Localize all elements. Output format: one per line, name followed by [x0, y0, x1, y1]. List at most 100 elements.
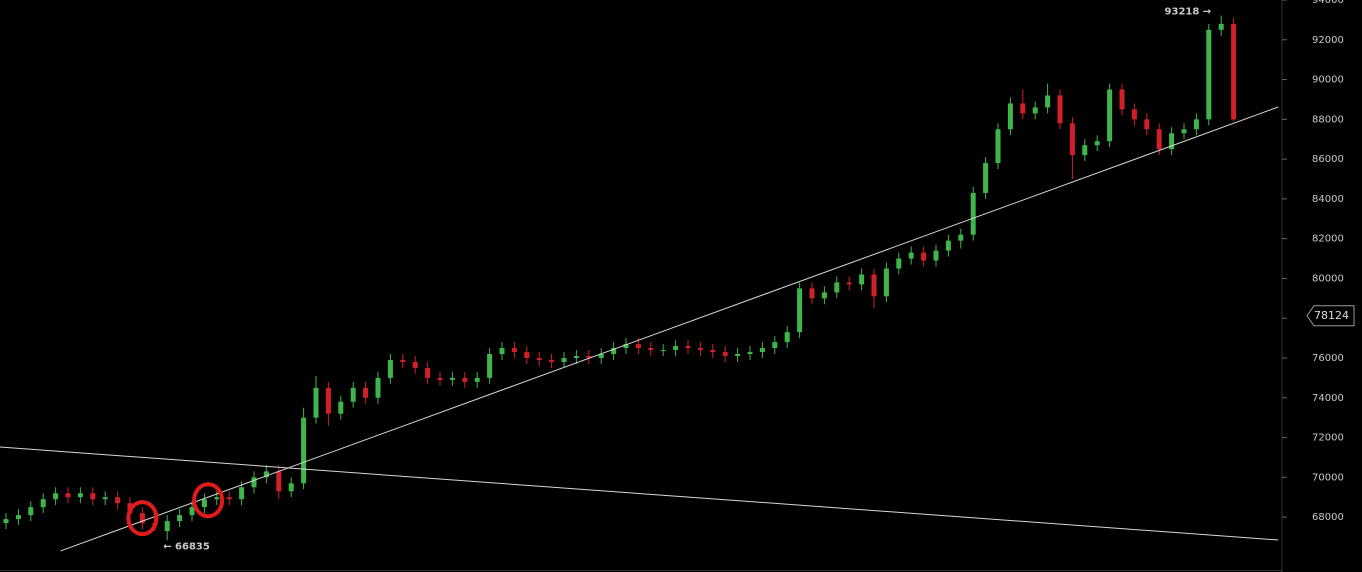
- y-tick-label: 84000: [1312, 194, 1344, 205]
- highlight-circle: [192, 482, 225, 519]
- candle-body: [834, 282, 840, 293]
- y-tick-label: 92000: [1312, 35, 1344, 46]
- candle-body: [859, 274, 865, 285]
- y-tick-label: 68000: [1312, 512, 1344, 523]
- candle-body: [263, 471, 269, 478]
- candle-body: [15, 515, 21, 520]
- candle-body: [412, 361, 418, 368]
- candle-body: [1218, 23, 1224, 30]
- candle-body: [375, 377, 381, 398]
- candle-body: [449, 377, 455, 380]
- candle-body: [511, 348, 517, 353]
- candle-body: [102, 497, 108, 500]
- candle-body: [77, 493, 83, 498]
- candle-body: [970, 192, 976, 235]
- candle-body: [1045, 95, 1051, 108]
- y-tick-label: 94000: [1312, 0, 1344, 6]
- candle-body: [301, 417, 307, 484]
- candle-body: [276, 471, 282, 492]
- y-tick-label: 70000: [1312, 472, 1344, 483]
- candle-body: [90, 493, 96, 500]
- candle-body: [635, 344, 641, 349]
- y-tick-label: 82000: [1312, 234, 1344, 245]
- candle-body: [921, 252, 927, 261]
- candle-body: [660, 350, 666, 352]
- candle-body: [189, 507, 195, 516]
- candle-body: [524, 352, 530, 358]
- candle-body: [1119, 89, 1125, 110]
- candle-body: [759, 348, 765, 353]
- candle-body: [1069, 123, 1075, 156]
- candle-body: [797, 288, 803, 333]
- candle-body: [846, 282, 852, 285]
- candle-body: [65, 493, 71, 498]
- candle-body: [226, 497, 232, 500]
- candle-body: [425, 367, 431, 378]
- candle-body: [908, 252, 914, 259]
- candle-body: [1032, 107, 1038, 114]
- candle-body: [945, 240, 951, 251]
- candle-body: [1007, 103, 1013, 130]
- candle-body: [623, 344, 629, 349]
- candle-body: [251, 477, 257, 488]
- candle-body: [1156, 129, 1162, 150]
- candle-body: [487, 354, 493, 378]
- candle-body: [350, 387, 356, 402]
- candle-body: [598, 354, 604, 358]
- candle-body: [1107, 89, 1113, 142]
- y-tick-label: 72000: [1312, 433, 1344, 444]
- candle-body: [437, 377, 443, 380]
- highlight-circle: [126, 500, 159, 537]
- candle-body: [536, 357, 542, 360]
- candle-body: [1231, 23, 1237, 120]
- candle-body: [995, 129, 1001, 164]
- candle-body: [400, 359, 406, 362]
- candle-body: [1206, 29, 1212, 120]
- candle-body: [871, 274, 877, 297]
- candle-body: [1094, 141, 1100, 146]
- y-tick-label: 80000: [1312, 273, 1344, 284]
- candle-body: [474, 377, 480, 382]
- candle-body: [1181, 129, 1187, 134]
- candle-body: [239, 487, 245, 500]
- candle-body: [313, 387, 319, 418]
- candle-body: [3, 519, 9, 524]
- annotation: ← 66835: [163, 541, 210, 552]
- candle-body: [747, 352, 753, 355]
- trend-line: [0, 446, 1279, 541]
- candle-body: [499, 348, 505, 355]
- candle-body: [573, 356, 579, 358]
- candle-body: [28, 507, 34, 516]
- candle-body: [648, 348, 654, 351]
- candle-body: [1169, 133, 1175, 150]
- price-label-box: [1306, 305, 1355, 327]
- candle-body: [115, 497, 121, 504]
- candle-body: [1082, 145, 1088, 156]
- candle-body: [139, 513, 145, 524]
- candle-body: [201, 499, 207, 508]
- candle-body: [288, 483, 294, 492]
- candle-body: [40, 499, 46, 508]
- candle-body: [1057, 95, 1063, 124]
- y-tick-label: 88000: [1312, 114, 1344, 125]
- candle-body: [673, 346, 679, 351]
- candle-body: [338, 401, 344, 414]
- candle-body: [611, 348, 617, 355]
- candle-body: [387, 359, 393, 378]
- candle-body: [896, 258, 902, 269]
- annotation: 93218 →: [1165, 7, 1212, 18]
- candle-body: [53, 493, 59, 500]
- candle-body: [772, 342, 778, 349]
- y-tick-label: 90000: [1312, 75, 1344, 86]
- candle-body: [933, 250, 939, 261]
- y-tick-label: 86000: [1312, 154, 1344, 165]
- candle-body: [164, 521, 170, 532]
- candle-body: [1144, 119, 1150, 130]
- y-tick-label: 74000: [1312, 393, 1344, 404]
- candle-body: [784, 332, 790, 343]
- candle-body: [462, 377, 468, 382]
- candle-body: [1020, 103, 1026, 114]
- candle-body: [1131, 109, 1137, 120]
